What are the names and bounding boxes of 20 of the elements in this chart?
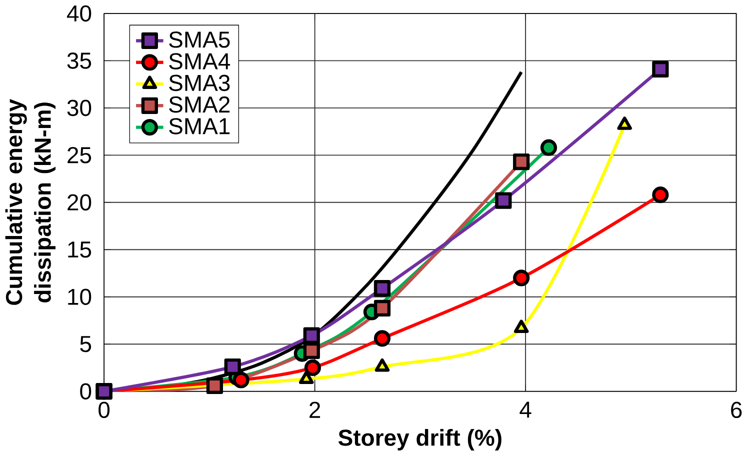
y-tick-label: 20 [68,194,92,211]
y-tick-label: 5 [80,336,92,352]
x-tick-label: 0 [98,402,110,418]
y-tick-label: 0 [80,383,92,400]
y-axis-title: Cumulative energy dissipation (kN-m) [5,99,56,306]
legend-label: SMA3 [169,74,230,92]
x-tick-label: 4 [520,402,532,418]
y-tick-label: 25 [68,147,92,164]
y-tick-label: 40 [66,5,92,22]
y-tick-label: 10 [68,288,92,306]
legend-label: SMA1 [169,118,230,134]
x-axis-title: Storey drift (%) [338,429,502,451]
x-tick-label: 6 [731,402,742,418]
y-tick-label: 35 [67,52,92,69]
x-tick-label: 2 [310,402,320,418]
legend-label: SMA2 [169,96,230,113]
y-tick-label: 15 [68,242,92,258]
y-tick-label: 30 [67,100,92,116]
legend-label: SMA5 [169,32,230,48]
legend-label: SMA4 [169,53,230,70]
